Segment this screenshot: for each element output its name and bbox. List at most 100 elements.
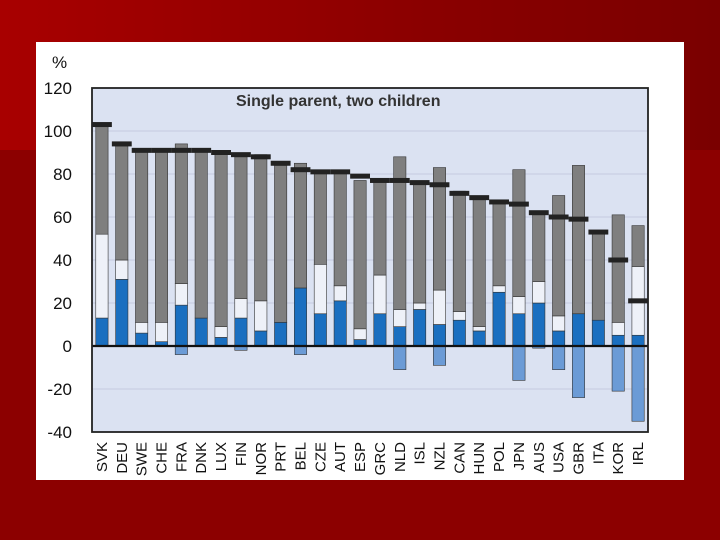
x-tick-label: USA — [551, 442, 568, 473]
bar-segment-dark-blue — [313, 313, 327, 347]
bar-segment-dark-blue — [552, 330, 566, 347]
bar-segment-dark-blue — [234, 317, 248, 347]
bar-segment-white — [254, 300, 268, 332]
bar-segment-dark-blue — [472, 330, 486, 347]
bar-segment-white — [413, 302, 427, 310]
marker-dash — [528, 210, 549, 216]
bar-segment-grey — [552, 195, 566, 317]
bar-chart: % 120 100 80 60 40 20 0 -20 -40 SVK DEU SWE CHE FRA DN… — [44, 53, 649, 476]
bar-segment-grey — [353, 180, 367, 330]
marker-dash — [231, 152, 251, 158]
bar-segment-dark-blue — [611, 334, 625, 347]
bar-segment-grey — [472, 197, 486, 327]
bar-segment-white — [353, 328, 367, 340]
bar-segment-grey — [313, 171, 327, 265]
bar-segment-grey — [155, 150, 168, 323]
marker-dash — [250, 154, 271, 160]
bar-segment-white — [313, 264, 327, 315]
marker-dash — [449, 190, 470, 196]
bar-segment-dark-blue — [433, 324, 446, 347]
bar-segment-grey — [373, 180, 387, 276]
marker-dash — [330, 169, 351, 175]
y-axis-unit-label: % — [52, 53, 67, 72]
bar-segment-dark-blue — [254, 330, 268, 347]
bar-segment-white — [452, 311, 466, 321]
bar-segment-dark-blue — [452, 319, 466, 347]
bar-segment-dark-blue — [591, 319, 605, 347]
bar-segment-dark-blue — [373, 313, 387, 347]
bar-segment-dark-blue — [413, 309, 427, 347]
bar-segment-negative — [631, 345, 645, 422]
bar-segment-dark-blue — [115, 279, 129, 347]
x-tick-label: NLD — [392, 442, 409, 472]
x-tick-label: SWE — [134, 442, 151, 476]
bar-segment-grey — [452, 190, 466, 312]
bar-segment-dark-blue — [333, 300, 347, 347]
bar-segment-negative — [611, 345, 625, 392]
marker-dash — [469, 195, 490, 201]
marker-dash — [171, 147, 192, 153]
bar-segment-white — [174, 283, 188, 306]
bar-segment-white — [552, 315, 566, 332]
bar-segment-white — [532, 281, 546, 304]
marker-dash — [370, 177, 390, 183]
bar-segment-dark-blue — [174, 304, 188, 347]
marker-dash — [608, 257, 629, 263]
bar-segment-dark-blue — [194, 317, 208, 347]
x-tick-label: HUN — [471, 442, 488, 475]
bar-segment-grey — [214, 154, 228, 327]
bar-segment-grey — [135, 150, 149, 323]
bar-segment-negative — [294, 345, 307, 355]
bar-segment-white — [492, 285, 506, 293]
bar-segment-dark-blue — [631, 334, 645, 347]
marker-dash — [509, 201, 529, 207]
x-tick-label: BEL — [293, 442, 310, 470]
x-tick-label: CAN — [451, 442, 468, 474]
bar-segment-negative — [552, 345, 566, 370]
y-tick-label: 80 — [53, 165, 72, 184]
bar-segment-white — [333, 285, 347, 302]
bar-segment-grey — [115, 145, 129, 261]
bar-segment-white — [155, 322, 168, 343]
y-tick-label: 20 — [53, 294, 72, 313]
x-tick-label: DNK — [193, 442, 210, 474]
marker-dash — [111, 141, 132, 147]
bar-segment-negative — [512, 345, 526, 381]
bar-segment-white — [135, 322, 149, 334]
bar-segment-grey — [294, 162, 307, 289]
bar-segment-white — [433, 289, 446, 325]
y-tick-label: 100 — [44, 122, 72, 141]
bar-segment-grey — [591, 233, 605, 321]
bar-segment-grey — [333, 171, 347, 287]
marker-dash — [92, 122, 112, 128]
y-tick-label: 60 — [53, 208, 72, 227]
bar-segment-negative — [572, 345, 585, 398]
marker-dash — [568, 216, 589, 222]
marker-dash — [350, 173, 370, 179]
bar-segment-white — [512, 296, 526, 315]
bar-segment-grey — [572, 165, 585, 315]
bar-segment-grey — [393, 156, 407, 310]
x-tick-label: POL — [491, 442, 508, 472]
bar-segment-white — [234, 298, 248, 319]
bar-segment-white — [472, 326, 486, 332]
bar-segment-dark-blue — [274, 322, 288, 347]
chart-title: Single parent, two children — [236, 93, 440, 110]
marker-dash — [290, 167, 311, 173]
bar-segment-grey — [194, 150, 208, 319]
marker-dash — [628, 298, 648, 304]
marker-dash — [588, 229, 609, 235]
y-tick-label: 120 — [44, 79, 72, 98]
x-tick-label: CHE — [154, 442, 171, 474]
marker-dash — [151, 147, 172, 153]
y-tick-label: 40 — [53, 251, 72, 270]
x-tick-label: JPN — [511, 442, 528, 470]
x-tick-label: ITA — [590, 442, 607, 464]
x-tick-label: NZL — [432, 442, 449, 470]
bar-segment-grey — [492, 201, 506, 287]
bar-segment-grey — [532, 212, 546, 282]
bar-segment-white — [611, 322, 625, 336]
bar-segment-negative — [174, 345, 188, 355]
x-tick-label: KOR — [610, 442, 627, 475]
bar-segment-grey — [234, 156, 248, 299]
